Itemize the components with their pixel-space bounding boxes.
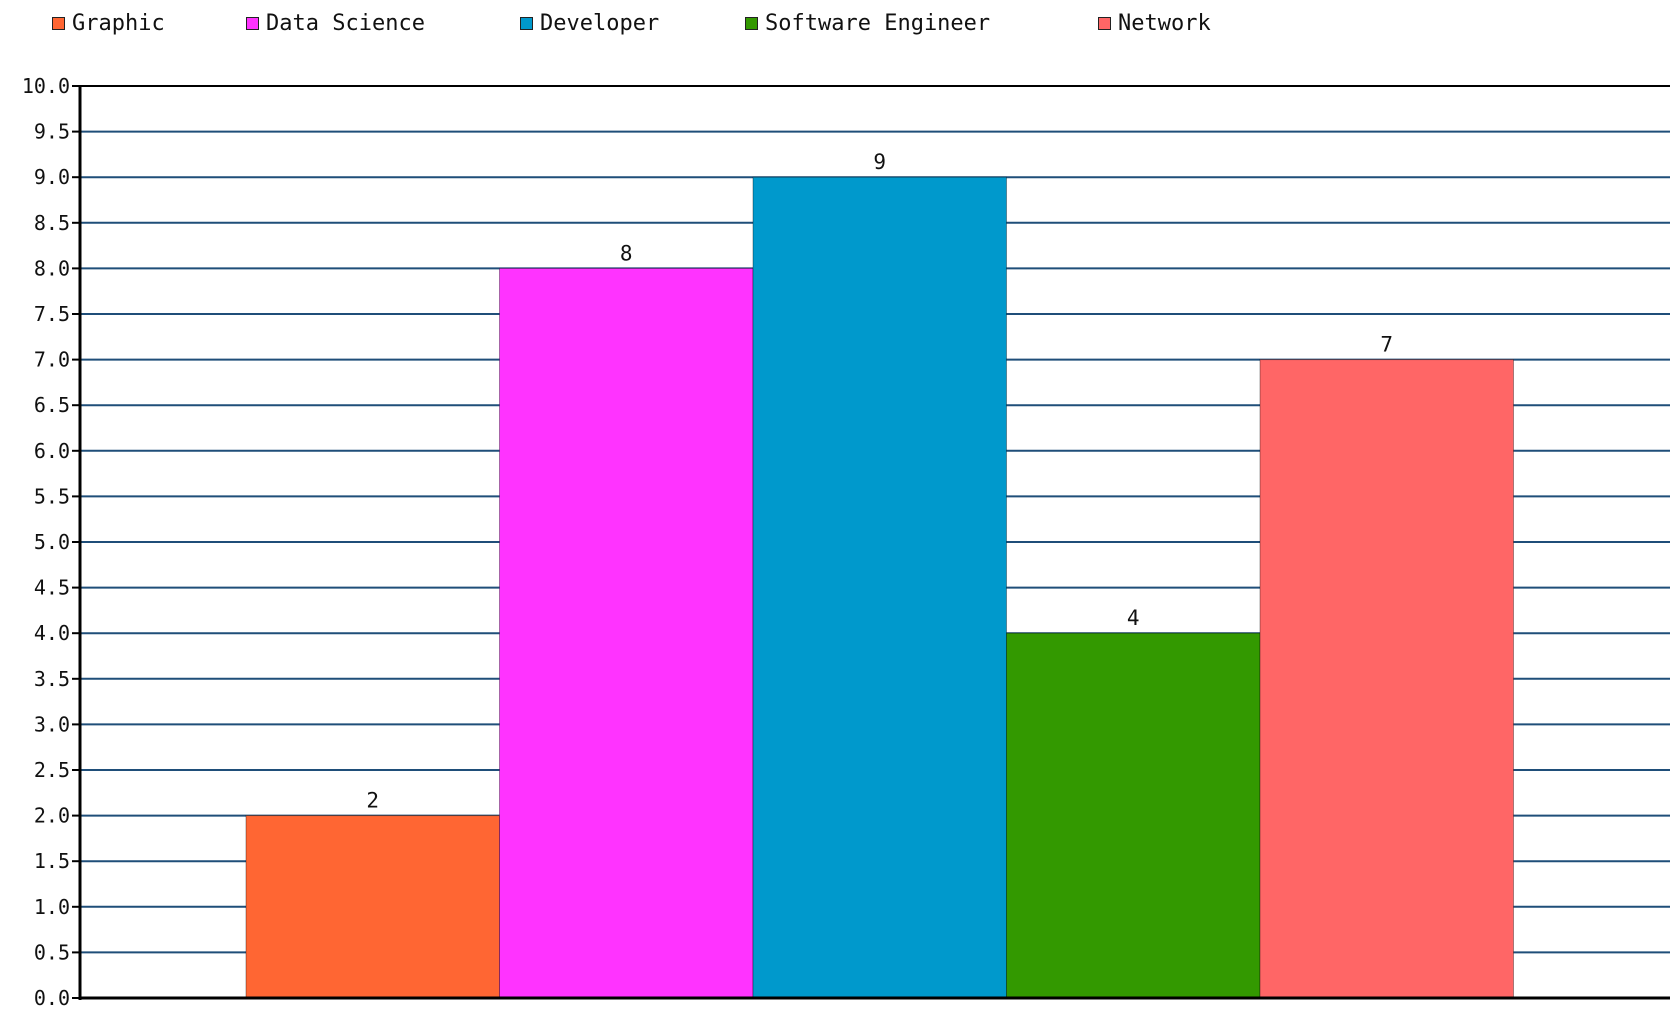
y-tick-label: 8.0 xyxy=(34,256,70,280)
y-tick-label: 5.0 xyxy=(34,530,70,554)
legend-item: Graphic xyxy=(52,10,165,36)
legend-label: Data Science xyxy=(266,10,425,36)
y-tick-label: 1.5 xyxy=(34,849,70,873)
legend-swatch xyxy=(1098,16,1111,30)
chart-legend: Graphic Data Science Developer Software Eng… xyxy=(0,0,1670,44)
bar xyxy=(1006,632,1261,999)
data-label: 7 xyxy=(1380,333,1393,357)
legend-swatch xyxy=(745,16,758,30)
y-tick-label: 3.5 xyxy=(34,667,70,691)
y-tick-label: 4.5 xyxy=(34,576,70,600)
y-tick-label: 7.5 xyxy=(34,302,70,326)
y-tick-label: 5.5 xyxy=(34,484,70,508)
bar xyxy=(752,176,1007,999)
bar xyxy=(245,815,500,999)
data-label: 9 xyxy=(873,150,886,174)
y-tick-label: 9.0 xyxy=(34,165,70,189)
data-label-bg xyxy=(358,789,387,814)
legend-label: Developer xyxy=(540,10,660,36)
data-label-bg xyxy=(1372,333,1401,358)
bar xyxy=(1259,359,1514,999)
legend-label: Software Engineer xyxy=(765,10,991,36)
legend-item: Network xyxy=(1098,10,1211,36)
y-tick-label: 0.0 xyxy=(34,986,70,1010)
y-tick-label: 9.5 xyxy=(34,120,70,144)
y-tick-label: 4.0 xyxy=(34,621,70,645)
y-tick-label: 0.5 xyxy=(34,940,70,964)
data-label: 2 xyxy=(366,789,379,813)
legend-item: Software Engineer xyxy=(745,10,990,36)
y-tick-label: 6.5 xyxy=(34,393,70,417)
legend-swatch xyxy=(52,16,65,30)
bar xyxy=(499,267,754,999)
legend-swatch xyxy=(246,16,259,30)
legend-item: Developer xyxy=(520,10,659,36)
data-label: 8 xyxy=(620,241,633,265)
legend-label: Graphic xyxy=(72,10,165,36)
y-tick-label: 2.0 xyxy=(34,804,70,828)
data-label: 4 xyxy=(1127,606,1140,630)
data-label-bg xyxy=(1119,607,1148,632)
legend-label: Network xyxy=(1118,10,1211,36)
y-tick-label: 6.0 xyxy=(34,439,70,463)
y-tick-label: 8.5 xyxy=(34,211,70,235)
y-tick-label: 7.0 xyxy=(34,348,70,372)
data-label-bg xyxy=(612,242,641,267)
y-tick-label: 2.5 xyxy=(34,758,70,782)
y-tick-label: 3.0 xyxy=(34,712,70,736)
y-tick-label: 1.0 xyxy=(34,895,70,919)
legend-item: Data Science xyxy=(246,10,425,36)
data-label-bg xyxy=(865,151,894,176)
legend-swatch xyxy=(520,16,533,30)
y-tick-label: 10.0 xyxy=(22,74,70,98)
